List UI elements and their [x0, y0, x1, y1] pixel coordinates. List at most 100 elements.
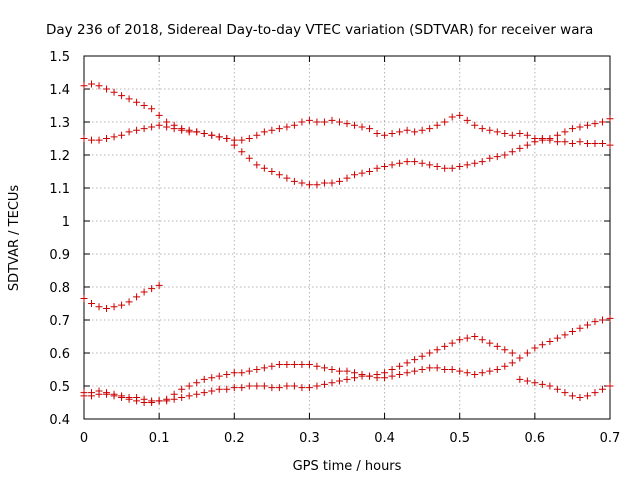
data-point	[118, 392, 126, 400]
data-point	[538, 135, 546, 142]
data-point	[80, 82, 88, 90]
data-point	[283, 361, 291, 369]
x-tick-label: 0.2	[224, 431, 245, 446]
data-point	[178, 126, 186, 134]
data-point	[568, 125, 576, 133]
data-point	[103, 304, 111, 312]
data-point	[335, 367, 343, 375]
data-point	[351, 374, 359, 382]
x-tick-label: 0.4	[374, 431, 395, 446]
data-point	[478, 125, 486, 133]
data-point	[163, 397, 171, 405]
data-point	[403, 369, 411, 377]
data-point	[133, 394, 141, 402]
data-point	[118, 131, 126, 139]
x-tick-label: 0	[80, 431, 88, 446]
data-point	[426, 161, 434, 169]
data-point	[95, 387, 103, 395]
data-point	[523, 349, 531, 357]
data-point	[88, 136, 96, 144]
y-tick-label: 1	[62, 215, 70, 230]
data-point	[140, 288, 148, 296]
data-point	[343, 375, 351, 383]
data-point	[95, 303, 103, 311]
data-point	[583, 321, 591, 329]
data-point	[328, 116, 336, 124]
data-point	[80, 135, 88, 142]
data-point	[486, 367, 494, 375]
data-point	[148, 397, 156, 405]
data-point	[471, 121, 479, 129]
data-point	[208, 131, 216, 139]
data-point	[486, 126, 494, 134]
data-point	[576, 394, 584, 402]
data-point	[606, 141, 614, 149]
data-point	[245, 367, 253, 375]
data-point	[463, 334, 471, 342]
data-point	[561, 389, 569, 397]
data-point	[403, 126, 411, 134]
data-point	[230, 369, 238, 377]
data-points	[80, 80, 614, 406]
x-tick-label: 0.1	[149, 431, 170, 446]
data-point	[290, 361, 298, 369]
data-point	[230, 136, 238, 144]
x-tick-label: 0.5	[449, 431, 470, 446]
data-point	[305, 384, 313, 392]
data-point	[215, 372, 223, 380]
data-point	[418, 352, 426, 360]
data-point	[568, 392, 576, 400]
data-point	[313, 181, 321, 189]
y-axis-label: SDTVAR / TECUs	[7, 185, 22, 292]
data-point	[493, 366, 501, 373]
data-point	[320, 364, 328, 372]
data-point	[260, 382, 268, 390]
data-point	[200, 389, 208, 397]
data-point	[426, 364, 434, 372]
data-point	[215, 133, 223, 141]
data-point	[448, 113, 456, 121]
x-axis-label: GPS time / hours	[293, 459, 402, 474]
data-point	[448, 339, 456, 347]
data-point	[411, 158, 419, 166]
data-point	[441, 342, 449, 350]
data-point	[598, 139, 606, 147]
data-point	[133, 293, 141, 301]
data-point	[268, 168, 276, 175]
data-point	[193, 379, 201, 387]
data-point	[456, 111, 464, 119]
data-point	[373, 130, 381, 138]
data-point	[606, 115, 614, 123]
data-point	[320, 118, 328, 126]
data-point	[351, 121, 359, 129]
data-point	[606, 314, 614, 322]
data-point	[178, 385, 186, 393]
data-point	[320, 380, 328, 388]
data-point	[523, 131, 531, 139]
data-point	[118, 301, 126, 309]
x-axis-ticks: 0 0.1 0.2 0.3 0.4 0.5 0.6 0.7	[80, 56, 620, 446]
data-point	[313, 118, 321, 126]
data-point	[200, 375, 208, 383]
data-point	[403, 359, 411, 367]
data-point	[508, 359, 516, 367]
data-point	[583, 139, 591, 147]
data-point	[471, 370, 479, 378]
series-lower-wavy	[80, 333, 614, 405]
data-point	[283, 174, 291, 182]
grid	[84, 56, 610, 419]
data-point	[531, 344, 539, 352]
data-point	[441, 118, 449, 126]
data-point	[335, 177, 343, 185]
data-point	[598, 385, 606, 393]
data-point	[328, 379, 336, 387]
data-point	[283, 123, 291, 131]
data-point	[463, 116, 471, 124]
data-point	[305, 181, 313, 189]
data-point	[418, 159, 426, 167]
data-point	[358, 169, 366, 177]
data-point	[223, 370, 231, 378]
plot-frame	[83, 55, 611, 420]
data-point	[418, 366, 426, 373]
series-short-segment	[80, 281, 163, 312]
